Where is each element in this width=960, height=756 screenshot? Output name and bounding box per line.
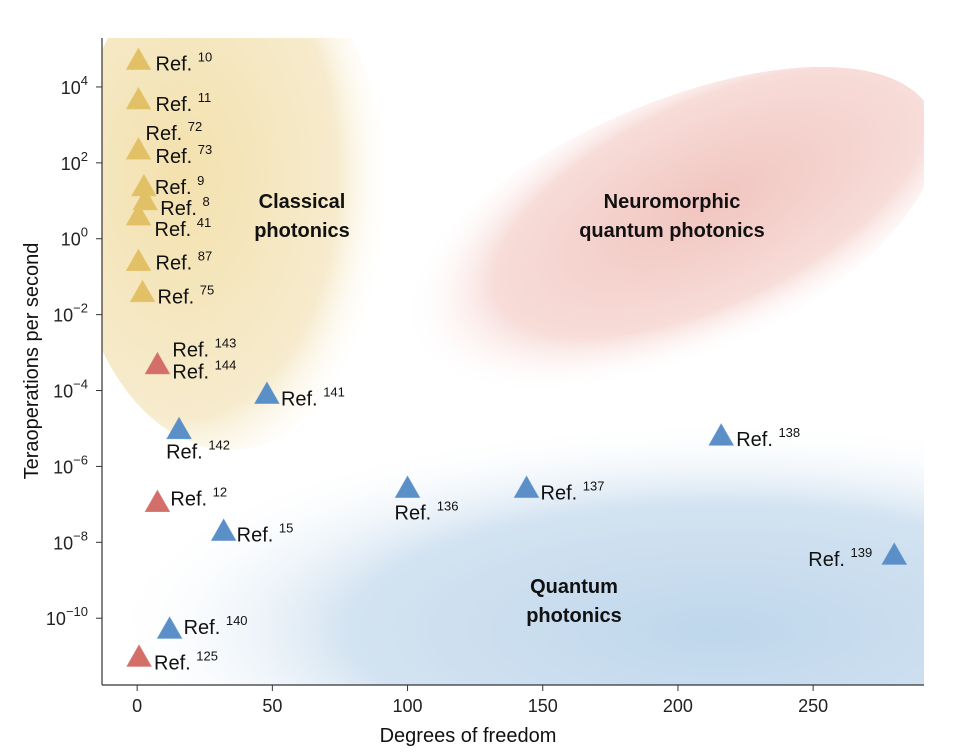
y-tick-label: 10−4 bbox=[53, 377, 88, 402]
point-label: Ref. 8 bbox=[160, 194, 209, 220]
data-point-neuromorphic bbox=[126, 644, 152, 667]
point-label: Ref. 136 bbox=[395, 498, 459, 524]
y-tick-label: 104 bbox=[61, 73, 88, 98]
x-tick-label: 0 bbox=[132, 696, 142, 716]
data-point-quantum bbox=[708, 423, 735, 446]
point-label: Ref. 138 bbox=[736, 425, 800, 451]
y-tick-label: 10−2 bbox=[53, 301, 88, 326]
y-tick-label: 100 bbox=[61, 225, 88, 250]
point-label: Ref. 12 bbox=[170, 484, 227, 510]
data-point-classical bbox=[129, 279, 156, 303]
region-quantum bbox=[102, 420, 924, 685]
data-point-quantum bbox=[210, 518, 237, 541]
region-label-classical: photonics bbox=[254, 220, 350, 242]
point-label: Ref. 140 bbox=[184, 613, 248, 639]
region-neuromorphic bbox=[382, 66, 924, 414]
region-label-neuromorphic: Neuromorphic bbox=[604, 191, 741, 213]
x-tick-label: 100 bbox=[393, 696, 423, 716]
data-point-classical bbox=[125, 47, 152, 70]
data-point-neuromorphic bbox=[144, 351, 171, 375]
data-point-quantum bbox=[254, 381, 280, 404]
point-label: Ref. 141 bbox=[281, 384, 345, 410]
point-label: Ref. 72 bbox=[146, 119, 203, 145]
y-tick-label: 10−8 bbox=[53, 528, 88, 553]
x-tick-label: 150 bbox=[528, 696, 558, 716]
point-label: Ref. 87 bbox=[156, 249, 213, 275]
data-point-quantum bbox=[394, 475, 421, 498]
point-label: Ref. 15 bbox=[237, 520, 294, 546]
data-point-quantum bbox=[513, 475, 540, 498]
point-label: Ref. 144 bbox=[172, 358, 236, 384]
point-label: Ref. 139 bbox=[808, 545, 872, 571]
data-point-neuromorphic bbox=[144, 489, 171, 512]
y-axis-label: Teraoperations per second bbox=[21, 243, 43, 480]
data-point-quantum bbox=[156, 616, 183, 639]
x-tick-label: 50 bbox=[262, 696, 282, 716]
x-tick-label: 250 bbox=[798, 696, 828, 716]
data-point-quantum bbox=[881, 542, 908, 565]
point-label: Ref. 10 bbox=[156, 49, 213, 75]
data-point-classical bbox=[125, 202, 152, 226]
point-label: Ref. 73 bbox=[156, 142, 213, 168]
region-label-classical: Classical bbox=[259, 191, 346, 213]
point-label: Ref. 137 bbox=[541, 478, 605, 504]
point-label: Ref. 41 bbox=[155, 215, 212, 241]
point-label: Ref. 125 bbox=[154, 648, 218, 674]
data-point-classical bbox=[125, 248, 152, 272]
x-tick-label: 200 bbox=[663, 696, 693, 716]
point-label: Ref. 9 bbox=[155, 173, 204, 199]
region-classical bbox=[102, 38, 390, 450]
region-label-quantum: Quantum bbox=[530, 576, 618, 598]
data-point-classical bbox=[125, 136, 152, 160]
region-label-neuromorphic: quantum photonics bbox=[579, 220, 765, 242]
y-tick-label: 10−6 bbox=[53, 452, 88, 477]
point-label: Ref. 11 bbox=[156, 90, 212, 116]
point-label: Ref. 75 bbox=[158, 283, 215, 309]
data-point-classical bbox=[125, 86, 152, 110]
point-label: Ref. 143 bbox=[172, 336, 236, 362]
point-label: Ref. 142 bbox=[166, 438, 230, 464]
y-tick-label: 10−10 bbox=[46, 604, 88, 629]
region-shading bbox=[102, 38, 924, 685]
y-tick-label: 102 bbox=[61, 149, 88, 174]
x-axis-label: Degrees of freedom bbox=[380, 725, 557, 747]
region-label-quantum: photonics bbox=[526, 605, 622, 627]
data-point-quantum bbox=[166, 416, 192, 440]
